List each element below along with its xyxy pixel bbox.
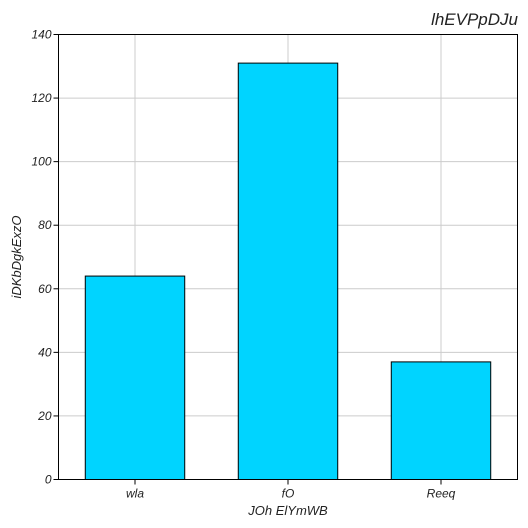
x-tick-label: fO [282, 487, 295, 501]
tick-labels: 0 20 40 60 80 100 120 140 wla fO Reeq [31, 28, 455, 501]
bar-wla [84, 275, 186, 481]
y-tick-label: 140 [31, 28, 51, 42]
x-tick-label: Reeq [427, 487, 456, 501]
y-tick-label: 120 [31, 91, 51, 105]
y-tick-label: 0 [45, 473, 52, 487]
x-tick-label: wla [126, 487, 144, 501]
x-axis-label: JOh ElYmWB [247, 503, 328, 518]
bars [84, 62, 492, 481]
chart-title: lhEVPpDJu [431, 10, 518, 29]
axis-ticks [53, 34, 442, 485]
y-axis-label: iDKbDgkExzO [9, 215, 24, 298]
y-tick-label: 40 [38, 345, 52, 359]
bar-Reeq [390, 361, 492, 480]
bar-fO [237, 62, 339, 480]
y-tick-label: 20 [37, 409, 52, 423]
y-tick-label: 80 [38, 218, 52, 232]
y-tick-label: 100 [31, 155, 51, 169]
y-tick-label: 60 [38, 282, 52, 296]
